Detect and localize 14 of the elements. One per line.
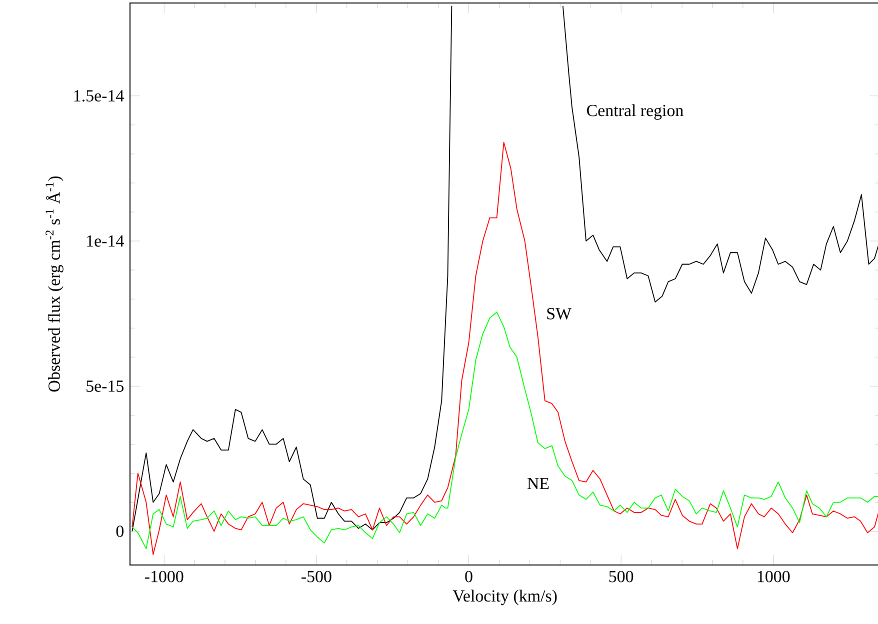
y-tick-label: 1e-14 bbox=[87, 235, 124, 247]
y-axis-title: Observed flux (erg cm$^{-2}$ s$^{-1}$ Å$^{-1}$) bbox=[46, 176, 64, 392]
x-tick-label: -500 bbox=[302, 570, 332, 582]
x-axis-title: Velocity (km/s) bbox=[452, 590, 557, 606]
y-tick-label: 0 bbox=[116, 526, 124, 538]
x-tick-label: -1000 bbox=[144, 570, 184, 582]
series-label: Central region bbox=[587, 104, 684, 120]
x-tick-label: 1000 bbox=[758, 570, 790, 582]
series-label: SW bbox=[547, 308, 572, 320]
y-tick-label: 1.5e-14 bbox=[74, 90, 124, 102]
series-label: NE bbox=[527, 478, 549, 490]
y-tick-label: 5e-15 bbox=[86, 380, 124, 392]
x-tick-label: 500 bbox=[609, 570, 634, 582]
x-tick-label: 0 bbox=[465, 570, 472, 582]
